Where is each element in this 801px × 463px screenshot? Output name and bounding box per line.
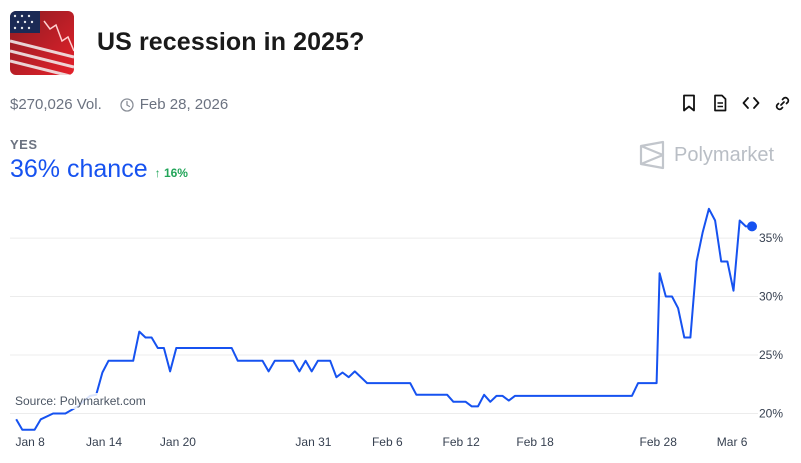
change-badge: ↑ 16% — [154, 166, 188, 180]
x-tick-label: Jan 20 — [160, 435, 196, 449]
brand-name: Polymarket — [674, 143, 775, 166]
y-tick-label: 25% — [759, 348, 783, 362]
outcome-label: YES — [10, 137, 38, 152]
x-tick-label: Feb 12 — [443, 435, 481, 449]
clock-icon — [120, 97, 134, 112]
current-value-point — [747, 221, 757, 232]
x-tick-label: Jan 31 — [295, 435, 331, 449]
market-actions — [680, 93, 791, 113]
bookmark-icon[interactable] — [680, 93, 698, 113]
y-tick-label: 35% — [759, 231, 783, 245]
chart-series — [15, 207, 757, 431]
x-tick-label: Jan 14 — [86, 435, 122, 449]
x-tick-label: Feb 18 — [516, 435, 554, 449]
x-tick-label: Feb 28 — [640, 435, 678, 449]
chance-row: 36% chance ↑ 16% — [10, 155, 188, 184]
polymarket-brand: Polymarket — [638, 140, 774, 170]
market-title: US recession in 2025? — [97, 28, 365, 56]
link-icon[interactable] — [773, 93, 791, 113]
x-tick-label: Jan 8 — [15, 435, 45, 449]
x-tick-label: Feb 6 — [372, 435, 403, 449]
chart-grid — [10, 237, 758, 414]
probability-chart: 20% 25% 30% 35% Jan 8 Jan 14 Jan 20 Jan 31 Feb … — [10, 207, 783, 449]
end-date-text: Feb 28, 2026 — [139, 96, 229, 113]
market-meta: $270,026 Vol. Feb 28, 2026 — [10, 96, 228, 113]
x-tick-label: Mar 6 — [717, 435, 748, 449]
source-text: Source: Polymarket.com — [10, 393, 151, 409]
series-line — [15, 207, 752, 431]
embed-code-icon[interactable] — [742, 93, 760, 113]
y-tick-label: 30% — [759, 290, 783, 304]
chance-value: 36% chance — [10, 155, 148, 183]
y-tick-label: 20% — [759, 406, 783, 420]
document-icon[interactable] — [711, 93, 729, 113]
market-thumbnail — [10, 11, 74, 75]
y-axis-labels: 20% 25% 30% 35% — [759, 231, 783, 420]
polymarket-logo — [639, 140, 665, 170]
x-axis-labels: Jan 8 Jan 14 Jan 20 Jan 31 Feb 6 Feb 12 Feb 18… — [15, 435, 747, 449]
volume-text: $270,026 Vol. — [10, 96, 102, 113]
